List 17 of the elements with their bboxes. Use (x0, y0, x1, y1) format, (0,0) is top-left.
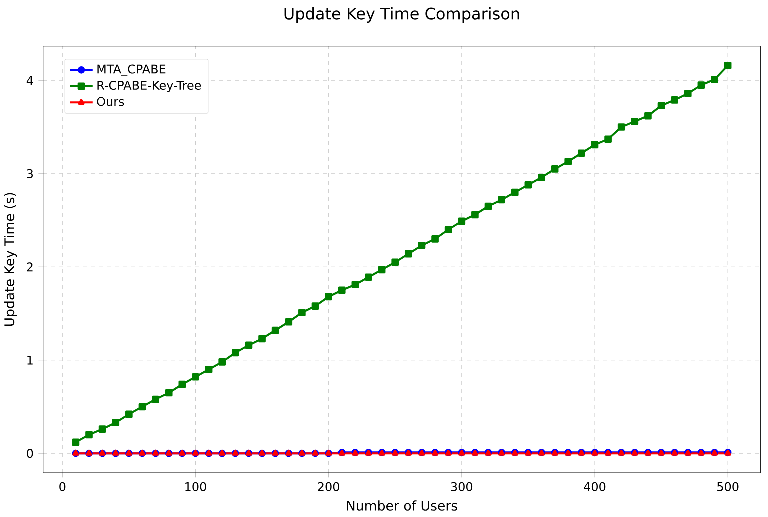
y-tick-label: 4 (26, 76, 34, 86)
x-tick-label: 200 (318, 482, 340, 492)
y-axis-title: Update Key Time (s) (4, 193, 18, 326)
legend-label: Ours (97, 97, 124, 106)
x-tick-label: 300 (451, 482, 473, 492)
x-tick-label: 0 (60, 482, 66, 492)
legend-label: R-CPABE-Key-Tree (98, 80, 202, 92)
x-tick-label: 400 (584, 482, 606, 492)
x-tick-label: 100 (186, 482, 206, 492)
y-tick-label: 2 (27, 262, 33, 272)
y-tick-label: 3 (27, 169, 33, 178)
x-axis-title: Number of Users (347, 500, 458, 511)
chart-title: Update Key Time Comparison (284, 7, 520, 23)
legend-label: MTA_CPABE (98, 64, 166, 76)
x-tick-label: 500 (718, 482, 739, 492)
y-tick-label: 1 (28, 356, 33, 365)
y-tick-label: 0 (27, 449, 34, 458)
